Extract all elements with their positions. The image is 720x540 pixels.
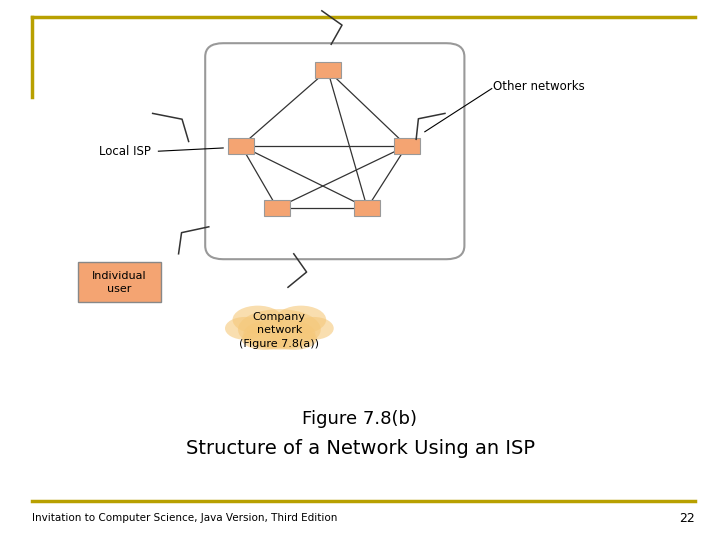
FancyBboxPatch shape xyxy=(264,200,290,216)
Ellipse shape xyxy=(238,309,321,350)
FancyBboxPatch shape xyxy=(78,262,161,302)
Text: Local ISP: Local ISP xyxy=(99,145,151,158)
Text: Figure 7.8(b): Figure 7.8(b) xyxy=(302,409,418,428)
FancyBboxPatch shape xyxy=(354,200,380,216)
Text: Other networks: Other networks xyxy=(493,80,585,93)
FancyBboxPatch shape xyxy=(228,138,254,154)
FancyBboxPatch shape xyxy=(394,138,420,154)
FancyBboxPatch shape xyxy=(205,43,464,259)
Text: Individual
user: Individual user xyxy=(91,271,146,294)
Ellipse shape xyxy=(225,317,265,340)
Ellipse shape xyxy=(233,306,283,334)
Text: 22: 22 xyxy=(679,512,695,525)
Text: Structure of a Network Using an ISP: Structure of a Network Using an ISP xyxy=(186,438,534,458)
Ellipse shape xyxy=(241,328,288,350)
FancyBboxPatch shape xyxy=(315,62,341,78)
Ellipse shape xyxy=(276,306,326,334)
Text: Invitation to Computer Science, Java Version, Third Edition: Invitation to Computer Science, Java Ver… xyxy=(32,514,338,523)
Ellipse shape xyxy=(271,328,318,350)
Ellipse shape xyxy=(294,317,334,340)
Ellipse shape xyxy=(243,319,315,349)
Text: Company
network
(Figure 7.8(a)): Company network (Figure 7.8(a)) xyxy=(239,312,320,349)
